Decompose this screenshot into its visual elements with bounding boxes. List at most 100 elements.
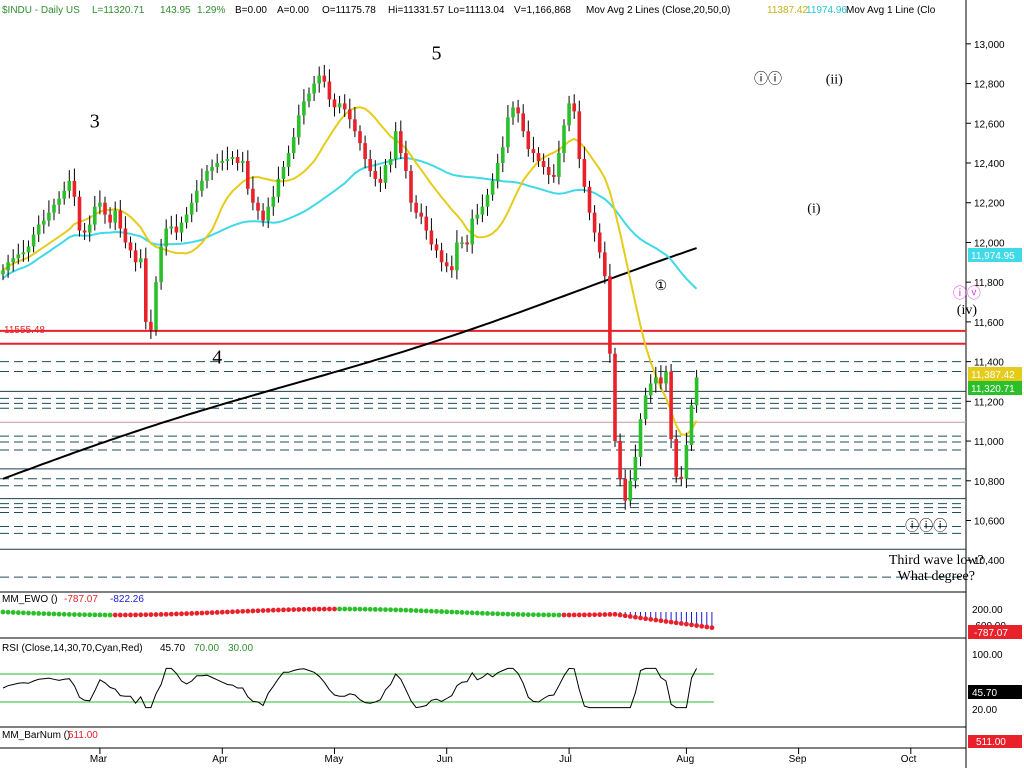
header-study1-v1: 11387.42 [767, 5, 808, 16]
ewo-dot-30 [153, 612, 159, 617]
ewo-dot-104 [531, 612, 536, 618]
candle-74 [378, 166, 383, 192]
candle-0 [1, 264, 5, 281]
candle-54 [276, 166, 281, 203]
ewo-dot-24 [123, 612, 128, 618]
wave-label-2: 5 [432, 43, 442, 65]
ewo-dot-66 [337, 606, 342, 612]
ma20-value-label: 11,387.42 [971, 370, 1015, 381]
candle-38 [195, 180, 199, 212]
ewo-dot-91 [464, 610, 470, 616]
ma50-value-box: 11,974.95 [968, 248, 1022, 262]
ewo-dot-117 [597, 612, 603, 618]
ewo-dot-127 [648, 616, 654, 622]
ewo-dot-35 [179, 611, 184, 617]
ewo-dot-82 [418, 608, 424, 614]
candle-106 [541, 153, 546, 175]
candle-9 [47, 200, 51, 227]
candle-121 [618, 433, 622, 487]
candle-15 [77, 190, 82, 237]
ewo-dot-84 [429, 608, 434, 614]
rsi-tick-100: 100.00 [972, 650, 1003, 661]
ewo-dot-128 [653, 617, 659, 623]
candle-18 [93, 195, 97, 231]
ewo-dot-52 [265, 607, 271, 613]
ewo-dot-139 [709, 625, 715, 631]
ewo-last-label: -787.07 [974, 628, 1008, 639]
ewo-dot-124 [633, 614, 638, 620]
ewo-tick-200: 200.00 [972, 605, 1003, 616]
wave-label-1: 4 [212, 347, 222, 369]
candle-77 [393, 122, 398, 169]
candle-76 [388, 151, 393, 173]
time-label-may: May [325, 754, 344, 765]
ewo-dot-98 [500, 611, 506, 617]
candle-5 [26, 240, 31, 262]
candle-124 [633, 444, 638, 489]
barnum-label: MM_BarNum () [2, 730, 70, 741]
candle-12 [62, 181, 66, 205]
candle-118 [603, 241, 607, 284]
candle-97 [495, 153, 500, 189]
ewo-dot-11 [56, 611, 62, 617]
last-price-label: 11,320.71 [971, 384, 1015, 395]
ewo-dot-63 [321, 606, 327, 612]
candle-8 [42, 209, 46, 234]
candle-93 [475, 203, 480, 225]
ewo-dot-78 [398, 607, 404, 613]
candle-60 [307, 87, 311, 108]
candle-129 [659, 365, 663, 390]
candle-70 [358, 125, 362, 151]
candle-24 [123, 216, 128, 249]
candle-79 [404, 140, 408, 179]
ewo-dot-134 [684, 621, 689, 627]
ewo-dot-121 [617, 612, 623, 618]
time-label-apr: Apr [212, 754, 228, 765]
ewo-panel: MM_EWO () -787.07 -822.26 200.00 -600.00… [0, 594, 1022, 639]
time-label-jun: Jun [437, 754, 453, 765]
ewo-dot-34 [174, 611, 179, 617]
candle-52 [266, 197, 270, 229]
candle-108 [552, 164, 556, 183]
header-study1-v2: 11974.96 [806, 5, 847, 16]
ewo-dot-79 [403, 607, 409, 613]
ewo-dot-39 [199, 610, 205, 616]
rsi-panel: RSI (Close,14,30,70,Cyan,Red) 45.70 70.0… [0, 643, 1022, 716]
ewo-dot-14 [72, 612, 77, 617]
ewo-dot-85 [434, 608, 439, 614]
ewo-dot-118 [602, 612, 608, 617]
candle-39 [200, 168, 204, 197]
ewo-dot-58 [296, 607, 302, 612]
candle-115 [587, 180, 592, 221]
barnum-value: 511.00 [68, 730, 98, 741]
ewo-dot-44 [225, 609, 230, 615]
ewo-dot-80 [408, 607, 414, 613]
candle-91 [465, 234, 469, 252]
header-open: O=11175.78 [322, 5, 376, 16]
ma20-line [2, 106, 698, 436]
horizontal-levels [0, 329, 966, 578]
price-tick-label-10: 12,400 [974, 159, 1005, 170]
ewo-last-box [968, 625, 1022, 639]
last-price-box: 11,320.71 [968, 381, 1022, 395]
header-ask: A=0.00 [277, 5, 309, 16]
ewo-dot-51 [260, 608, 266, 613]
ewo-dot-68 [347, 606, 353, 612]
ewo-dot-119 [607, 611, 613, 617]
ewo-dot-132 [673, 620, 679, 626]
ewo-value2: -822.26 [110, 594, 144, 605]
candle-10 [52, 198, 56, 221]
ewo-dot-65 [332, 606, 337, 612]
ewo-dot-93 [474, 610, 480, 616]
candle-30 [154, 276, 158, 336]
candle-131 [669, 363, 673, 449]
candle-20 [103, 196, 107, 224]
candle-65 [332, 93, 337, 117]
ewo-dot-6 [31, 610, 36, 616]
ewo-dot-48 [245, 608, 251, 614]
ewo-dot-29 [148, 612, 154, 618]
ewo-dot-69 [352, 606, 358, 612]
ewo-dot-122 [622, 613, 628, 619]
ewo-dot-116 [592, 612, 597, 618]
ewo-dot-31 [158, 612, 164, 617]
